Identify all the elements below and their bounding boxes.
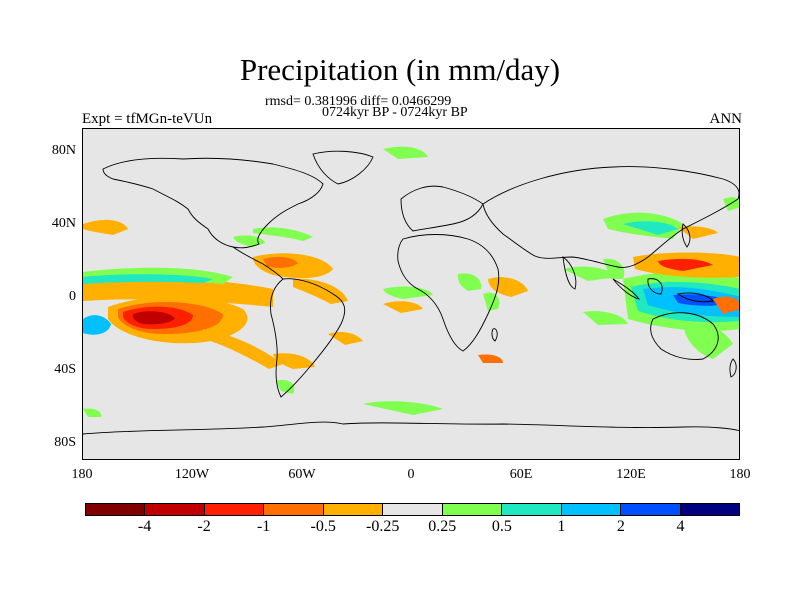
patch-green-arctic — [383, 146, 428, 159]
patch-orange-south-atl — [328, 331, 363, 345]
colorbar-box-4 — [323, 504, 384, 515]
anomaly-patches — [83, 146, 739, 417]
patch-red-w-pacific — [658, 258, 713, 271]
colorbar-box-0 — [86, 504, 146, 515]
patch-green-indian — [563, 266, 618, 281]
colorbar-label: 4 — [676, 518, 685, 535]
patch-orange-diagonal — [203, 329, 283, 369]
lon-label-120e: 120E — [616, 467, 646, 482]
lat-label-40s: 40S — [54, 362, 76, 377]
coast-borneo — [647, 278, 663, 295]
patch-green-africa — [457, 273, 482, 291]
patch-green-arabian — [603, 258, 625, 279]
colorbar-box-5 — [383, 504, 443, 515]
patch-green-antarctic-2 — [363, 401, 443, 415]
lat-label-80n: 80N — [51, 143, 76, 158]
stats-subtitle: rmsd= 0.381996 diff= 0.0466299 — [265, 94, 452, 109]
patch-green-antarctic — [83, 408, 102, 417]
patch-orange-amazon — [293, 278, 348, 304]
lon-label-180w: 180 — [71, 467, 93, 482]
patch-green-east-africa — [483, 292, 500, 311]
lon-label-120w: 120W — [174, 467, 210, 482]
coastlines — [83, 150, 739, 435]
colorbar-box-10 — [680, 504, 739, 515]
colorbar — [85, 503, 740, 516]
colorbar-label: 2 — [616, 518, 625, 535]
patch-orange-madagascar — [478, 354, 503, 363]
lon-label-60w: 60W — [288, 467, 316, 482]
coast-sumatra — [612, 278, 641, 300]
colorbar-box-8 — [561, 504, 622, 515]
patch-cyan-pacific-north — [83, 274, 213, 284]
patch-cyan-north-atl — [253, 227, 313, 241]
coast-australia — [650, 312, 719, 360]
colorbar-label: 0.5 — [491, 518, 512, 535]
colorbar-box-7 — [502, 504, 562, 515]
coast-africa — [397, 234, 500, 352]
lat-label-40n: 40N — [51, 216, 76, 231]
coast-europe — [400, 185, 484, 232]
lon-label-60e: 60E — [509, 467, 533, 482]
colorbar-box-3 — [264, 504, 324, 515]
coast-new-guinea — [676, 292, 714, 303]
patch-darkred-se-pacific — [132, 311, 175, 325]
coast-central-america — [232, 246, 284, 280]
patch-green-australia — [683, 323, 733, 359]
coast-antarctica — [83, 421, 739, 435]
lon-label-180e: 180 — [729, 467, 751, 482]
patch-orange-s-america — [273, 353, 315, 369]
lat-label-80s: 80S — [54, 435, 76, 450]
patch-red-caribbean — [263, 256, 298, 268]
patch-cyan-nw-pacific — [623, 221, 678, 235]
coast-asia — [482, 166, 739, 268]
patch-orange-pacific-band — [83, 277, 273, 307]
coast-north-america — [102, 157, 324, 249]
patch-green-s-indian — [583, 311, 628, 325]
colorbar-label: 1 — [557, 518, 566, 535]
patch-blue-pacific-west — [83, 315, 111, 335]
coast-japan — [681, 223, 691, 248]
lat-label-0: 0 — [69, 289, 76, 304]
colorbar-label: -1 — [256, 518, 271, 535]
map-panel — [82, 128, 740, 460]
plot-title: Precipitation (in mm/day) — [239, 52, 561, 87]
experiment-label: Expt = tfMGn-teVUn — [82, 111, 213, 127]
colorbar-label: -4 — [137, 518, 152, 535]
colorbar-label: 0.25 — [428, 518, 457, 535]
colorbar-label: -2 — [197, 518, 211, 535]
precipitation-map — [83, 146, 739, 435]
coast-india — [562, 256, 577, 290]
patch-orange-north-atl — [83, 219, 128, 235]
colorbar-box-6 — [442, 504, 503, 515]
colorbar-box-1 — [145, 504, 205, 515]
patch-green-atl-sahel — [383, 286, 433, 299]
season-label: ANN — [709, 111, 743, 127]
colorbar-label: -0.5 — [310, 518, 336, 535]
patch-green-caribbean — [233, 235, 265, 247]
colorbar-label: -0.25 — [366, 518, 400, 535]
coast-new-zealand — [729, 358, 737, 378]
period-subtitle: 0724kyr BP - 0724kyr BP — [322, 105, 468, 120]
patch-orange-south-pacific — [713, 296, 739, 314]
colorbar-box-9 — [621, 504, 681, 515]
patch-green-s-america — [276, 379, 295, 394]
coast-madagascar — [491, 328, 498, 342]
coast-greenland — [312, 150, 374, 185]
coast-south-america — [270, 278, 346, 398]
colorbar-box-2 — [204, 504, 265, 515]
lon-label-0: 0 — [407, 467, 415, 482]
patch-orange-east-africa — [488, 277, 528, 297]
patch-orange-gulf-guinea — [383, 301, 423, 313]
